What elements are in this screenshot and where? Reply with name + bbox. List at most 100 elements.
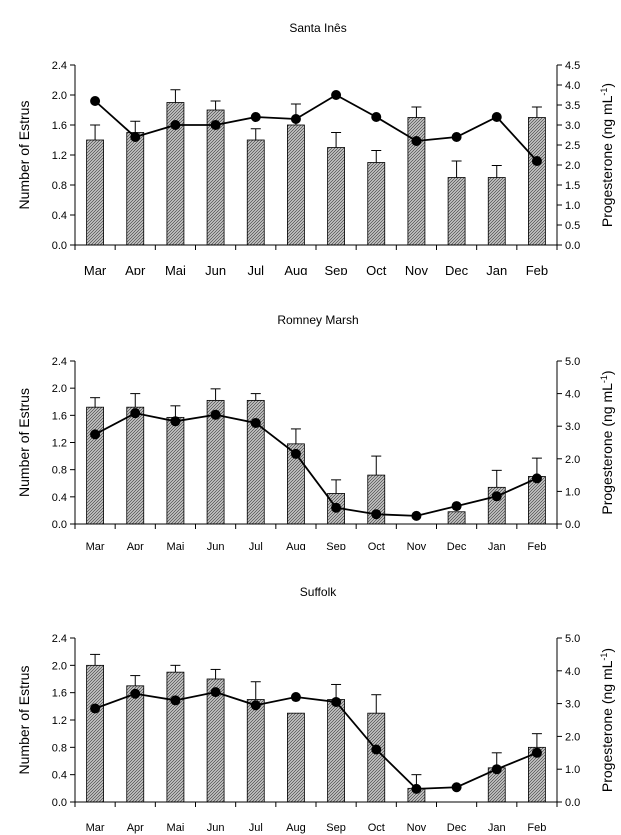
progesterone-point-mai — [170, 120, 181, 130]
y-tick-label-right: 0.0 — [565, 240, 580, 252]
y-tick-label-right: 5.0 — [565, 356, 580, 368]
progesterone-point-dec — [451, 782, 462, 793]
chart-romney-marsh: Romney Marsh Mar Apr Mai Jun Jul Aug Sep Oct Nov… — [16, 313, 615, 550]
x-tick-label: Jun — [205, 263, 226, 275]
x-tick-label: Aug — [286, 541, 306, 550]
y-tick-label-right: 1.0 — [565, 764, 580, 776]
progesterone-point-apr — [130, 688, 141, 699]
x-tick-label: Mar — [86, 541, 105, 550]
x-tick-label: Nov — [407, 822, 427, 834]
y-axis-label-left: Number of Estrus — [16, 388, 32, 497]
bar-sep — [327, 147, 345, 246]
chart-title: Santa Inês — [289, 21, 346, 35]
y-tick-label-left: 2.4 — [52, 356, 67, 368]
progesterone-point-jul — [250, 112, 261, 122]
x-tick-label: Sep — [326, 822, 346, 834]
bar-jul — [246, 139, 265, 246]
y-tick-label-left: 2.0 — [52, 90, 67, 102]
x-tick-label: Dec — [447, 822, 467, 834]
bar-mai — [166, 671, 185, 803]
progesterone-point-nov — [411, 510, 422, 521]
bar-mai — [166, 416, 185, 525]
y-tick-label-left: 1.2 — [52, 715, 67, 727]
y-tick-label-left: 1.2 — [52, 150, 67, 162]
x-tick-label: Jul — [249, 541, 263, 550]
progesterone-point-aug — [290, 692, 301, 703]
x-tick-label: Feb — [527, 822, 546, 834]
y2-label-close: ) — [599, 370, 615, 375]
y-tick-label-right: 2.0 — [565, 731, 580, 743]
x-tick-label: Sep — [325, 263, 348, 275]
y-tick-label-right: 1.0 — [565, 486, 580, 498]
y-tick-label-right: 4.0 — [565, 389, 580, 401]
progesterone-point-jul — [250, 417, 261, 428]
progesterone-point-jun — [210, 409, 221, 420]
y-tick-label-left: 2.0 — [52, 383, 67, 395]
progesterone-point-sep — [331, 502, 342, 513]
y-tick-label-left: 0.8 — [52, 180, 67, 192]
progesterone-point-sep — [331, 696, 342, 707]
bar-mar — [86, 139, 104, 246]
y-tick-label-right: 0.5 — [565, 220, 580, 232]
bar-apr — [126, 685, 145, 803]
y-tick-label-left: 2.0 — [52, 660, 67, 672]
progesterone-point-jul — [250, 700, 261, 711]
bar-dec — [447, 511, 466, 525]
y-tick-label-right: 3.5 — [565, 100, 580, 112]
chart-suffolk: Suffolk Mar Apr Mai Jun Jul Aug Sep Oct Nov Dec Ja… — [16, 585, 615, 834]
x-tick-label: Jul — [249, 822, 263, 834]
y-tick-label-right: 4.5 — [565, 60, 580, 72]
y-tick-label-right: 1.5 — [565, 180, 580, 192]
y-axis-label-left: Number of Estrus — [16, 666, 32, 775]
progesterone-point-mar — [90, 429, 101, 440]
y-tick-label-right: 3.0 — [565, 421, 580, 433]
y-tick-label-left: 0.0 — [52, 240, 67, 252]
y2-label-close: ) — [599, 648, 615, 653]
y-tick-label-left: 1.2 — [52, 438, 67, 450]
x-tick-label: Feb — [527, 541, 546, 550]
x-tick-label: Nov — [407, 541, 427, 550]
bar-sep — [327, 699, 345, 803]
bar-mar — [86, 406, 104, 525]
y-tick-label-left: 1.6 — [52, 688, 67, 700]
progesterone-point-jan — [491, 491, 502, 502]
progesterone-point-nov — [411, 136, 422, 146]
x-tick-label: Mai — [167, 541, 185, 550]
y-tick-label-left: 0.4 — [52, 492, 67, 504]
bar-aug — [287, 712, 305, 803]
y-tick-label-left: 0.4 — [52, 210, 67, 222]
y-tick-label-right: 3.0 — [565, 120, 580, 132]
bar-oct — [367, 162, 386, 246]
x-tick-label: Mar — [86, 822, 105, 834]
y-tick-label-right: 3.0 — [565, 699, 580, 711]
progesterone-point-oct — [371, 112, 382, 122]
y-tick-label-left: 0.4 — [52, 770, 67, 782]
bar-jun — [206, 109, 225, 246]
progesterone-point-oct — [371, 509, 382, 520]
x-tick-label: Feb — [526, 263, 548, 275]
bar-aug — [287, 124, 305, 246]
y2-label-main: Progesterone (ng mL — [599, 660, 615, 792]
y-tick-label-left: 0.8 — [52, 465, 67, 477]
progesterone-point-aug — [290, 448, 301, 459]
chart-title: Romney Marsh — [277, 313, 358, 327]
y-tick-label-right: 2.5 — [565, 140, 580, 152]
y-axis-label-right: Progesterone (ng mL-1) — [599, 648, 615, 792]
x-tick-label: Apr — [125, 263, 146, 275]
bar-apr — [126, 406, 145, 525]
progesterone-point-jun — [210, 687, 221, 698]
progesterone-point-feb — [531, 473, 542, 484]
progesterone-line — [94, 93, 538, 162]
progesterone-point-oct — [371, 744, 382, 755]
y-tick-label-right: 5.0 — [565, 633, 580, 645]
x-tick-label: Oct — [368, 541, 385, 550]
progesterone-line — [94, 412, 538, 517]
x-tick-label: Mai — [167, 822, 185, 834]
bar-feb — [528, 476, 546, 525]
progesterone-point-feb — [531, 156, 542, 166]
bar-jan — [487, 177, 506, 246]
y-tick-label-left: 0.0 — [52, 519, 67, 531]
y-tick-label-right: 4.0 — [565, 666, 580, 678]
y-tick-label-left: 2.4 — [52, 60, 67, 72]
